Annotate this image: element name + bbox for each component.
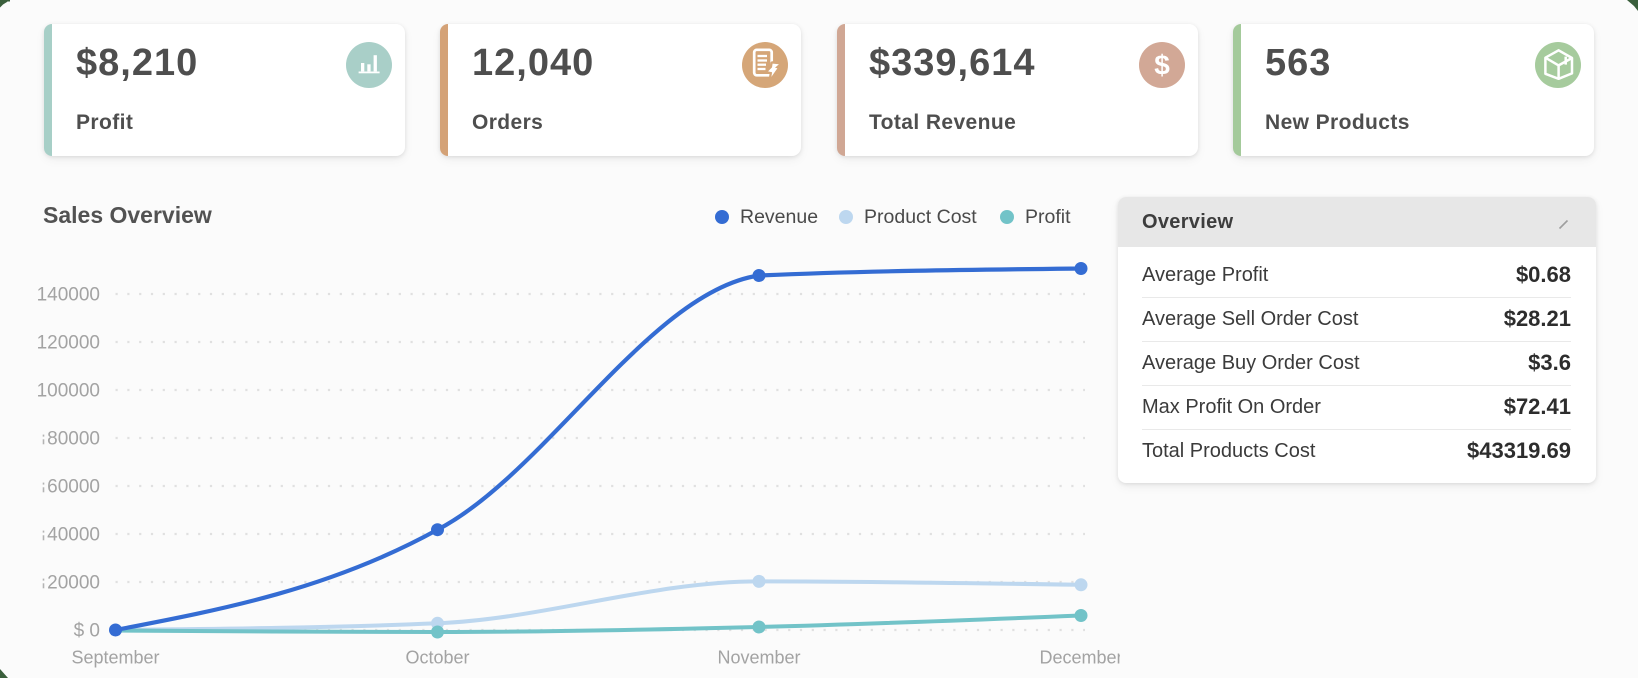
svg-text:120000: 120000	[37, 333, 100, 354]
svg-text:October: October	[405, 648, 469, 668]
svg-text:20000: 20000	[47, 573, 100, 594]
svg-text:December: December	[1039, 648, 1122, 668]
svg-text:November: November	[717, 648, 800, 668]
svg-text:100000: 100000	[37, 381, 100, 402]
svg-text:60000: 60000	[47, 477, 100, 498]
svg-text:$: $	[1154, 50, 1170, 81]
svg-text:40000: 40000	[47, 525, 100, 546]
svg-text:80000: 80000	[47, 429, 100, 450]
svg-text:September: September	[71, 648, 159, 668]
svg-text:$ 0: $ 0	[74, 621, 100, 642]
svg-text:140000: 140000	[37, 285, 100, 306]
